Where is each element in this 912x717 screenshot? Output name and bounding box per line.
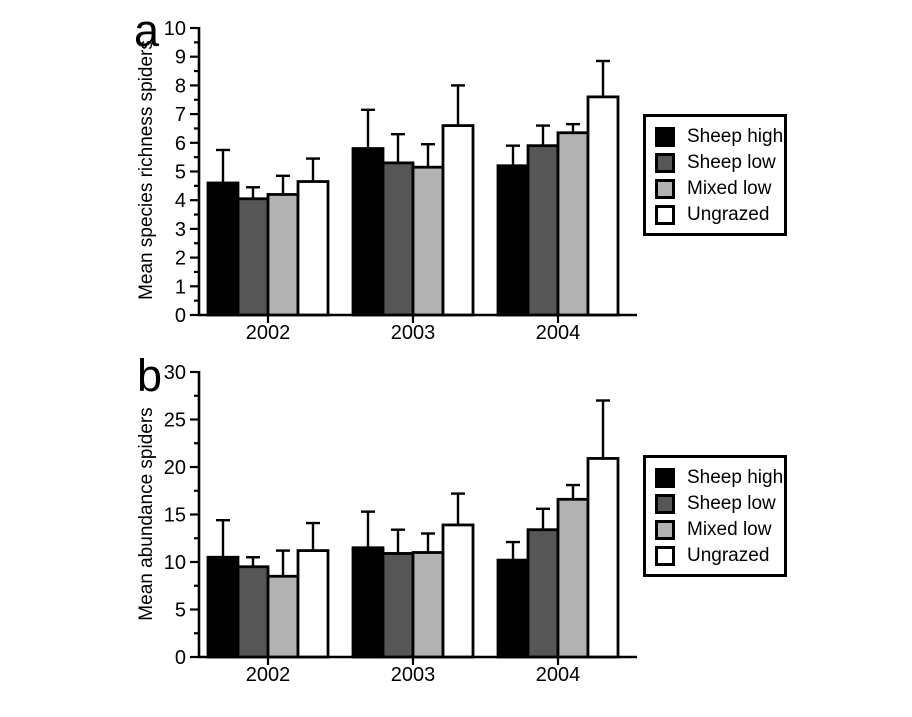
bar xyxy=(296,549,330,659)
bar xyxy=(526,144,560,317)
legend-swatch-icon xyxy=(655,179,675,199)
x-tick-label: 2003 xyxy=(391,664,436,686)
legend-label: Mixed low xyxy=(687,519,772,540)
bar xyxy=(556,497,590,659)
y-tick-label: 7 xyxy=(175,104,186,126)
bar xyxy=(496,164,530,317)
bar xyxy=(381,161,415,317)
bar xyxy=(586,95,620,317)
bar xyxy=(441,124,475,317)
legend-item: Ungrazed xyxy=(655,543,784,569)
y-tick-label: 10 xyxy=(164,552,186,574)
x-tick-label: 2003 xyxy=(391,322,436,344)
bar xyxy=(351,546,385,659)
legend-label: Ungrazed xyxy=(687,545,770,566)
legend-label: Ungrazed xyxy=(687,204,770,225)
panel-a-letter: a xyxy=(134,5,160,56)
legend-item: Ungrazed xyxy=(655,202,784,228)
legend-swatch-icon xyxy=(655,153,675,173)
legend-label: Mixed low xyxy=(687,178,772,199)
x-tick-label: 2004 xyxy=(536,322,581,344)
y-tick-label: 8 xyxy=(175,75,186,97)
y-tick-label: 5 xyxy=(175,600,186,622)
legend-swatch-icon xyxy=(655,127,675,147)
legend-label: Sheep low xyxy=(687,493,776,514)
y-tick-label: 3 xyxy=(175,219,186,241)
panel-a-y-axis-label: Mean species richness spiders xyxy=(136,40,157,300)
x-tick-label: 2002 xyxy=(246,664,291,686)
y-tick-label: 25 xyxy=(164,410,186,432)
legend-panel-a: Sheep high Sheep low Mixed low Ungrazed xyxy=(643,114,787,236)
legend-swatch-icon xyxy=(655,468,675,488)
bar xyxy=(266,193,300,317)
y-tick-label: 9 xyxy=(175,47,186,69)
legend-panel-b: Sheep high Sheep low Mixed low Ungrazed xyxy=(643,455,787,577)
bar xyxy=(526,528,560,659)
legend-swatch-icon xyxy=(655,546,675,566)
bar xyxy=(296,180,330,317)
x-tick-label: 2002 xyxy=(246,322,291,344)
bar xyxy=(351,147,385,317)
y-tick-label: 1 xyxy=(175,276,186,298)
y-tick-label: 20 xyxy=(164,457,186,479)
legend-swatch-icon xyxy=(655,205,675,225)
legend-item: Mixed low xyxy=(655,517,784,543)
bar xyxy=(236,565,270,659)
legend-item: Sheep low xyxy=(655,150,784,176)
legend-item: Sheep high xyxy=(655,465,784,491)
axes-panel-a xyxy=(197,27,637,317)
legend-label: Sheep high xyxy=(687,467,784,488)
y-tick-label: 2 xyxy=(175,248,186,270)
bar xyxy=(411,165,445,317)
legend-item: Sheep high xyxy=(655,124,784,150)
y-tick-label: 15 xyxy=(164,505,186,527)
bar xyxy=(206,181,240,317)
legend-swatch-icon xyxy=(655,520,675,540)
bar xyxy=(556,131,590,317)
bar xyxy=(441,523,475,659)
y-tick-label: 30 xyxy=(164,362,186,384)
y-tick-label: 5 xyxy=(175,162,186,184)
legend-swatch-icon xyxy=(655,494,675,514)
bar xyxy=(266,574,300,659)
y-tick-label: 0 xyxy=(175,305,186,327)
panel-b-letter: b xyxy=(137,350,163,401)
legend-label: Sheep low xyxy=(687,152,776,173)
y-tick-label: 10 xyxy=(164,18,186,40)
panel-b-y-axis-label: Mean abundance spiders xyxy=(136,407,157,621)
bar xyxy=(586,457,620,659)
bar xyxy=(206,555,240,659)
y-tick-label: 4 xyxy=(175,190,186,212)
bar xyxy=(411,551,445,659)
legend-label: Sheep high xyxy=(687,126,784,147)
bar xyxy=(381,552,415,659)
bar xyxy=(496,558,530,659)
x-tick-label: 2004 xyxy=(536,664,581,686)
bar xyxy=(236,197,270,317)
y-tick-label: 6 xyxy=(175,133,186,155)
legend-item: Sheep low xyxy=(655,491,784,517)
y-tick-label: 0 xyxy=(175,647,186,669)
axes-panel-b xyxy=(197,371,637,659)
legend-item: Mixed low xyxy=(655,176,784,202)
